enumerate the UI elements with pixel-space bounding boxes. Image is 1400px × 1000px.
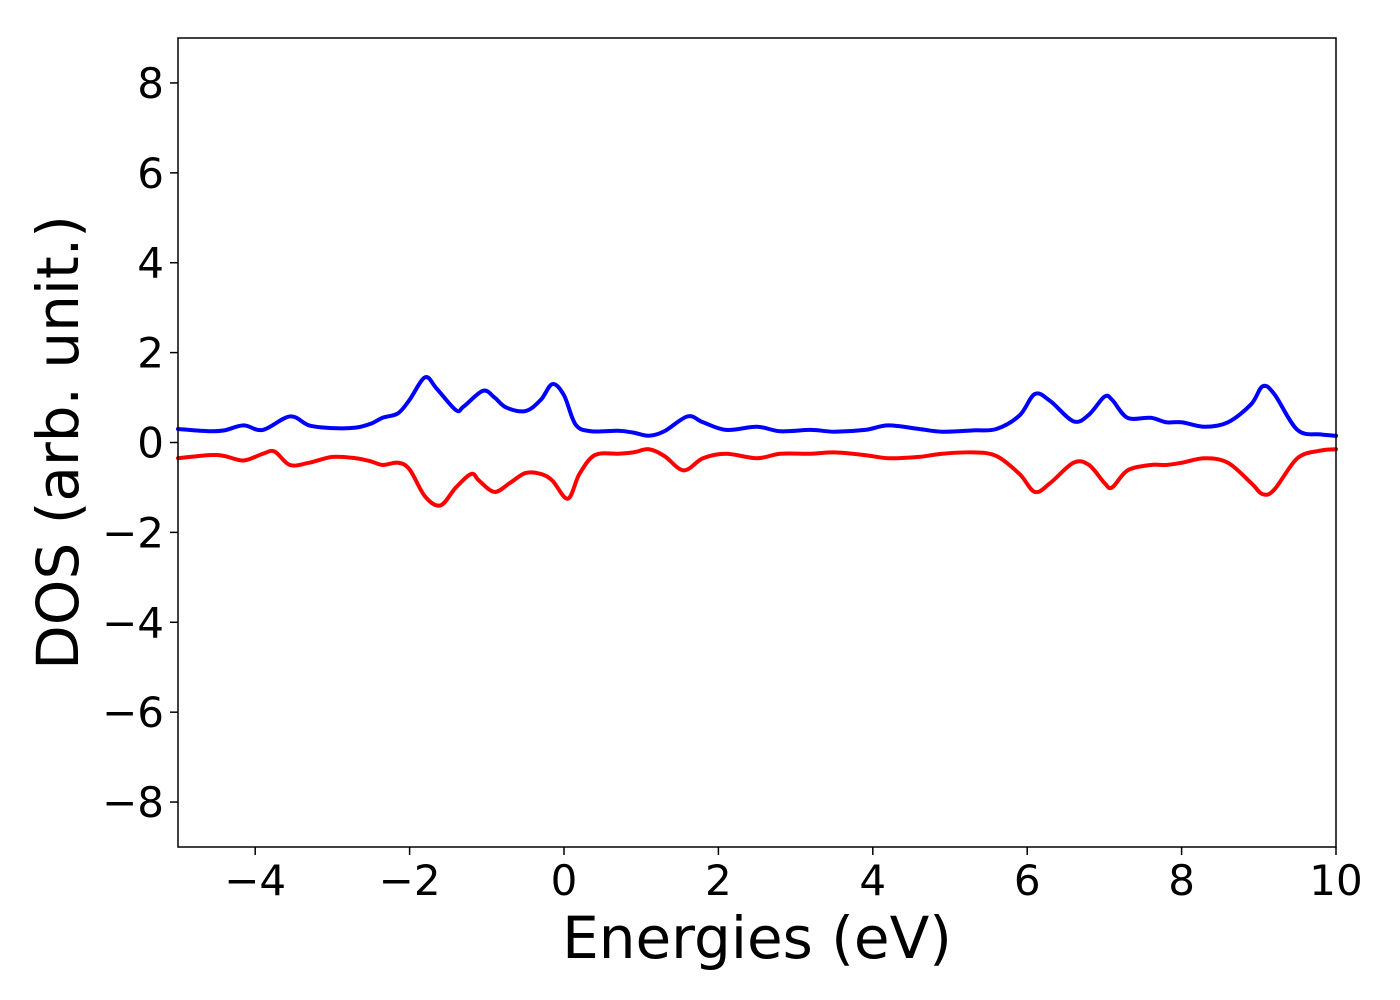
y-tick-label: 4	[137, 239, 164, 288]
x-tick-label: −4	[224, 856, 286, 905]
plot-frame	[177, 37, 1337, 848]
y-tick-label: 8	[137, 59, 164, 108]
y-tick-label: −8	[102, 778, 164, 827]
dos-line-positive	[176, 375, 1338, 438]
y-axis-ticks: −8 −6 −4 −2 0 2 4 6 8	[102, 59, 178, 827]
y-tick-label: 0	[137, 419, 164, 468]
y-tick-label: −4	[102, 598, 164, 647]
y-tick-label: 6	[137, 149, 164, 198]
y-tick-label: 2	[137, 329, 164, 378]
x-axis-ticks: −4 −2 0 2 4 6 8 10	[224, 847, 1363, 905]
y-tick-label: −2	[102, 508, 164, 557]
x-tick-label: 10	[1309, 856, 1362, 905]
x-tick-label: 8	[1168, 856, 1195, 905]
x-tick-label: 2	[705, 856, 732, 905]
x-tick-label: 0	[551, 856, 578, 905]
x-tick-label: 4	[859, 856, 886, 905]
x-axis-label: Energies (eV)	[562, 904, 952, 972]
dos-line-negative	[176, 447, 1338, 508]
x-tick-label: 6	[1014, 856, 1041, 905]
y-tick-label: −6	[102, 688, 164, 737]
y-axis-label: DOS (arb. unit.)	[24, 215, 92, 670]
x-tick-label: −2	[379, 856, 441, 905]
series-layer	[176, 375, 1338, 508]
